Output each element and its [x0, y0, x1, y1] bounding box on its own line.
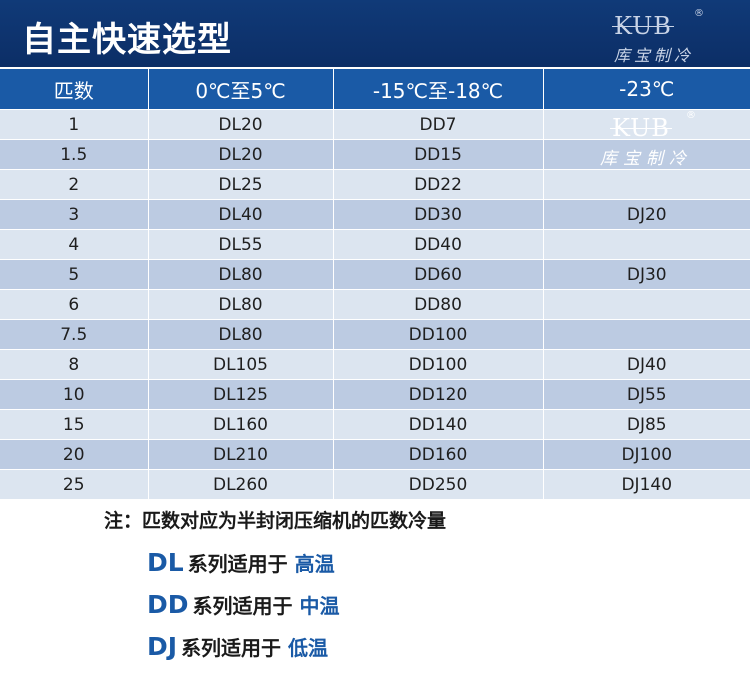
series-text: 系列适用于: [187, 552, 288, 576]
cell-dl: DL105: [147, 349, 333, 380]
cell-dj: [542, 169, 750, 200]
cell-dj: DJ55: [542, 379, 750, 410]
cell-dd: DD120: [332, 379, 543, 410]
cell-hp: 8: [0, 349, 148, 380]
selection-table: 匹数 0℃至5℃ -15℃至-18℃ -23℃ 1 DL20 DD7 1.5 D…: [0, 69, 750, 499]
series-temp: 低温: [288, 636, 329, 660]
cell-dl: DL125: [147, 379, 333, 410]
brand-logo: KUB ® 库宝制冷: [600, 8, 710, 65]
table-row: 25 DL260 DD250 DJ140: [0, 469, 750, 499]
page-title: 自主快速选型: [22, 20, 232, 60]
cell-hp: 1: [0, 109, 148, 140]
cell-dj: DJ20: [542, 199, 750, 230]
column-header-mid-temp: -15℃至-18℃: [332, 69, 543, 110]
table-row: 15 DL160 DD140 DJ85: [0, 409, 750, 440]
logo-mark: KUB: [612, 12, 674, 40]
logo-subtitle: 库宝制冷: [614, 46, 695, 65]
cell-dl: DL20: [147, 139, 333, 170]
cell-dj: [542, 109, 750, 140]
table-row: 1 DL20 DD7: [0, 109, 750, 140]
table-row: 4 DL55 DD40: [0, 229, 750, 260]
title-banner: 自主快速选型 KUB ® 库宝制冷: [0, 0, 750, 67]
cell-dd: DD140: [332, 409, 543, 440]
cell-dl: DL160: [147, 409, 333, 440]
series-text: 系列适用于: [192, 594, 293, 618]
cell-dj: [542, 139, 750, 170]
cell-hp: 3: [0, 199, 148, 230]
cell-dl: DL80: [147, 319, 333, 350]
cell-dj: [542, 319, 750, 350]
registered-mark: ®: [694, 8, 704, 19]
table-row: 1.5 DL20 DD15: [0, 139, 750, 170]
cell-dl: DL80: [147, 289, 333, 320]
cell-dd: DD80: [332, 289, 543, 320]
cell-dl: DL80: [147, 259, 333, 290]
cell-hp: 4: [0, 229, 148, 260]
cell-hp: 1.5: [0, 139, 148, 170]
series-note-dd: DD 系列适用于 中温: [147, 590, 339, 619]
series-note-dj: DJ 系列适用于 低温: [147, 632, 328, 661]
table-row: 6 DL80 DD80: [0, 289, 750, 320]
cell-dl: DL40: [147, 199, 333, 230]
cell-hp: 7.5: [0, 319, 148, 350]
cell-dl: DL260: [147, 469, 333, 499]
table-row: 7.5 DL80 DD100: [0, 319, 750, 350]
cell-dd: DD100: [332, 319, 543, 350]
table-row: 5 DL80 DD60 DJ30: [0, 259, 750, 290]
cell-dl: DL55: [147, 229, 333, 260]
cell-hp: 25: [0, 469, 148, 499]
cell-dj: DJ140: [542, 469, 750, 499]
column-header-high-temp: 0℃至5℃: [147, 69, 333, 110]
cell-dd: DD15: [332, 139, 543, 170]
cell-dj: DJ40: [542, 349, 750, 380]
cell-dd: DD30: [332, 199, 543, 230]
cell-dj: DJ85: [542, 409, 750, 440]
cell-hp: 6: [0, 289, 148, 320]
cell-dd: DD60: [332, 259, 543, 290]
cell-dj: DJ100: [542, 439, 750, 470]
cell-dj: [542, 229, 750, 260]
series-temp: 高温: [294, 552, 335, 576]
series-text: 系列适用于: [181, 636, 282, 660]
table-row: 2 DL25 DD22: [0, 169, 750, 200]
series-code: DL: [147, 548, 184, 577]
cell-dl: DL25: [147, 169, 333, 200]
series-code: DD: [147, 590, 189, 619]
table-row: 8 DL105 DD100 DJ40: [0, 349, 750, 380]
table-row: 20 DL210 DD160 DJ100: [0, 439, 750, 470]
table-header-row: 匹数 0℃至5℃ -15℃至-18℃ -23℃: [0, 69, 750, 110]
table-row: 3 DL40 DD30 DJ20: [0, 199, 750, 230]
cell-hp: 10: [0, 379, 148, 410]
cell-dl: DL20: [147, 109, 333, 140]
cell-dd: DD100: [332, 349, 543, 380]
cell-hp: 15: [0, 409, 148, 440]
cell-dj: [542, 289, 750, 320]
column-header-low-temp: -23℃: [542, 69, 750, 110]
cell-dd: DD40: [332, 229, 543, 260]
column-header-hp: 匹数: [0, 69, 148, 110]
cell-dd: DD7: [332, 109, 543, 140]
table-row: 10 DL125 DD120 DJ55: [0, 379, 750, 410]
cell-hp: 5: [0, 259, 148, 290]
cell-dj: DJ30: [542, 259, 750, 290]
cell-dd: DD22: [332, 169, 543, 200]
series-note-dl: DL 系列适用于 高温: [147, 548, 335, 577]
cell-dd: DD250: [332, 469, 543, 499]
cell-hp: 20: [0, 439, 148, 470]
cell-dl: DL210: [147, 439, 333, 470]
cell-hp: 2: [0, 169, 148, 200]
footnote: 注：匹数对应为半封闭压缩机的匹数冷量: [104, 510, 447, 532]
series-temp: 中温: [299, 594, 340, 618]
series-code: DJ: [147, 632, 178, 661]
cell-dd: DD160: [332, 439, 543, 470]
